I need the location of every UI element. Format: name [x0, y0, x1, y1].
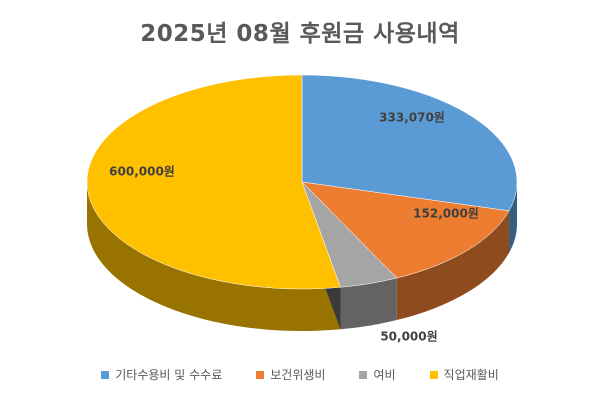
- legend-swatch: [429, 370, 438, 379]
- legend-item: 기타수용비 및 수수료: [101, 366, 222, 383]
- legend-swatch: [101, 370, 110, 379]
- legend: 기타수용비 및 수수료 보건위생비 여비 직업재활비: [0, 366, 600, 383]
- pie-slice-side: [87, 182, 341, 332]
- pie-slice-side: [509, 182, 517, 253]
- legend-label: 기타수용비 및 수수료: [115, 368, 223, 382]
- legend-label: 보건위생비: [270, 368, 326, 382]
- data-label: 50,000원: [380, 330, 437, 344]
- data-label: 152,000원: [413, 207, 479, 221]
- legend-swatch: [359, 370, 368, 379]
- legend-label: 여비: [373, 368, 396, 382]
- legend-item: 보건위생비: [256, 366, 325, 383]
- pie-slice: [301, 181, 510, 279]
- legend-item: 여비: [359, 366, 396, 383]
- pie-slice-side: [396, 210, 510, 321]
- pie-slice: [301, 74, 518, 212]
- legend-item: 직업재활비: [429, 366, 499, 383]
- data-label: 333,070원: [379, 111, 445, 125]
- pie-slice-side: [340, 278, 397, 330]
- legend-swatch: [256, 370, 265, 379]
- pie-slice: [86, 74, 341, 290]
- data-label: 600,000원: [109, 165, 175, 179]
- chart-title: 2025년 08월 후원금 사용내역: [140, 21, 460, 47]
- legend-label: 직업재활비: [443, 368, 499, 382]
